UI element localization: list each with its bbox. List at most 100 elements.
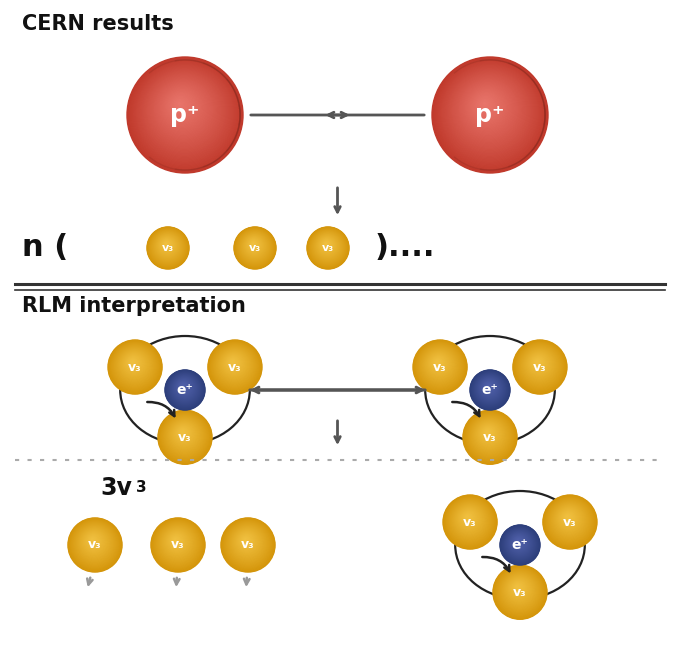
Circle shape <box>481 379 498 397</box>
Circle shape <box>560 509 578 528</box>
Circle shape <box>113 344 157 388</box>
Circle shape <box>175 100 185 109</box>
Circle shape <box>477 422 501 446</box>
Circle shape <box>180 384 187 389</box>
Circle shape <box>530 355 548 373</box>
Circle shape <box>316 234 340 258</box>
Circle shape <box>516 538 521 545</box>
Text: v₃: v₃ <box>178 431 192 444</box>
Circle shape <box>428 353 450 375</box>
Circle shape <box>171 375 199 403</box>
Circle shape <box>458 508 480 530</box>
Circle shape <box>446 498 494 545</box>
Circle shape <box>159 84 207 133</box>
Circle shape <box>111 342 159 390</box>
Circle shape <box>324 241 329 247</box>
Circle shape <box>437 61 543 167</box>
Circle shape <box>480 378 498 397</box>
Circle shape <box>232 361 233 363</box>
Circle shape <box>243 538 248 543</box>
Circle shape <box>514 537 524 547</box>
Circle shape <box>84 531 104 552</box>
Circle shape <box>504 528 536 560</box>
Circle shape <box>498 569 542 613</box>
Circle shape <box>158 524 198 564</box>
Circle shape <box>125 355 143 373</box>
Circle shape <box>239 231 271 263</box>
Circle shape <box>430 355 448 372</box>
Circle shape <box>176 379 193 396</box>
Circle shape <box>473 92 501 121</box>
Circle shape <box>70 519 120 571</box>
Circle shape <box>145 72 223 150</box>
Circle shape <box>123 353 145 375</box>
Circle shape <box>155 80 212 138</box>
Circle shape <box>525 350 554 380</box>
Circle shape <box>434 358 443 367</box>
Circle shape <box>458 79 520 140</box>
Circle shape <box>217 347 252 383</box>
Text: v₃: v₃ <box>464 516 477 529</box>
Circle shape <box>470 370 510 410</box>
Circle shape <box>562 512 575 524</box>
Circle shape <box>211 342 259 391</box>
Circle shape <box>242 234 267 259</box>
Text: p⁺: p⁺ <box>171 103 200 127</box>
Circle shape <box>165 243 167 245</box>
Circle shape <box>479 377 500 399</box>
Circle shape <box>466 413 514 460</box>
Circle shape <box>438 61 542 166</box>
Circle shape <box>458 508 480 530</box>
Circle shape <box>130 360 136 365</box>
Circle shape <box>159 411 211 463</box>
Circle shape <box>517 586 518 587</box>
Circle shape <box>470 415 510 456</box>
Circle shape <box>150 230 186 265</box>
Circle shape <box>171 374 200 404</box>
Circle shape <box>466 515 470 519</box>
Circle shape <box>522 347 557 383</box>
Circle shape <box>535 359 541 366</box>
Circle shape <box>523 349 555 380</box>
Circle shape <box>477 422 502 447</box>
Circle shape <box>227 356 240 369</box>
Circle shape <box>509 578 530 599</box>
Circle shape <box>177 426 190 440</box>
Circle shape <box>421 347 458 384</box>
Circle shape <box>242 536 250 545</box>
Circle shape <box>76 525 113 562</box>
Circle shape <box>508 532 531 555</box>
Circle shape <box>169 534 184 549</box>
Circle shape <box>472 417 507 454</box>
Circle shape <box>122 352 146 376</box>
Circle shape <box>310 229 347 266</box>
Circle shape <box>165 416 205 455</box>
Circle shape <box>240 232 269 261</box>
Circle shape <box>72 521 118 567</box>
Circle shape <box>438 62 541 165</box>
Circle shape <box>465 412 515 461</box>
Circle shape <box>503 527 537 562</box>
Circle shape <box>210 342 260 391</box>
Circle shape <box>152 518 205 571</box>
Circle shape <box>237 532 256 551</box>
Circle shape <box>175 378 194 398</box>
Circle shape <box>119 349 150 380</box>
Circle shape <box>477 376 503 402</box>
Circle shape <box>235 228 275 268</box>
Circle shape <box>209 341 261 393</box>
Circle shape <box>159 237 175 254</box>
Circle shape <box>453 503 487 536</box>
Circle shape <box>175 378 193 397</box>
Circle shape <box>552 502 587 538</box>
Circle shape <box>222 519 274 571</box>
Circle shape <box>477 96 495 114</box>
Circle shape <box>310 230 346 265</box>
Circle shape <box>73 522 116 565</box>
Circle shape <box>516 586 519 589</box>
Circle shape <box>483 428 493 438</box>
Circle shape <box>445 497 494 546</box>
Circle shape <box>461 81 516 137</box>
Circle shape <box>440 63 540 164</box>
Circle shape <box>221 351 248 378</box>
